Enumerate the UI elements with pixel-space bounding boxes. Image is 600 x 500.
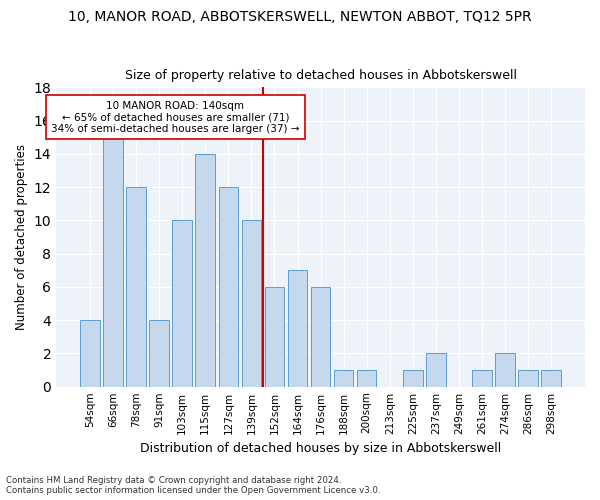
- Bar: [127, 187, 146, 386]
- Bar: [403, 370, 422, 386]
- Bar: [218, 187, 238, 386]
- Text: 10 MANOR ROAD: 140sqm
← 65% of detached houses are smaller (71)
34% of semi-deta: 10 MANOR ROAD: 140sqm ← 65% of detached …: [51, 100, 299, 134]
- Bar: [357, 370, 376, 386]
- Bar: [196, 154, 215, 386]
- Bar: [426, 354, 446, 386]
- Bar: [103, 137, 123, 386]
- Bar: [472, 370, 492, 386]
- Bar: [518, 370, 538, 386]
- Text: Contains HM Land Registry data © Crown copyright and database right 2024.
Contai: Contains HM Land Registry data © Crown c…: [6, 476, 380, 495]
- Text: 10, MANOR ROAD, ABBOTSKERSWELL, NEWTON ABBOT, TQ12 5PR: 10, MANOR ROAD, ABBOTSKERSWELL, NEWTON A…: [68, 10, 532, 24]
- Bar: [172, 220, 192, 386]
- Bar: [311, 287, 331, 386]
- Bar: [288, 270, 307, 386]
- Bar: [334, 370, 353, 386]
- Bar: [149, 320, 169, 386]
- Bar: [495, 354, 515, 386]
- Title: Size of property relative to detached houses in Abbotskerswell: Size of property relative to detached ho…: [125, 69, 517, 82]
- Bar: [265, 287, 284, 386]
- Y-axis label: Number of detached properties: Number of detached properties: [15, 144, 28, 330]
- Bar: [80, 320, 100, 386]
- Bar: [242, 220, 261, 386]
- Bar: [541, 370, 561, 386]
- X-axis label: Distribution of detached houses by size in Abbotskerswell: Distribution of detached houses by size …: [140, 442, 501, 455]
